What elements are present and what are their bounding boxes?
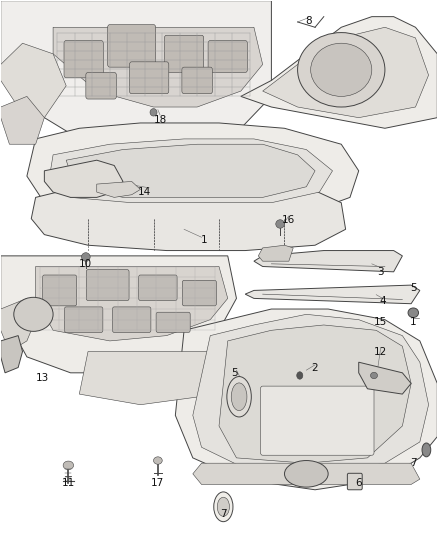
Text: 15: 15 [374,317,387,327]
Polygon shape [35,266,228,341]
Ellipse shape [422,443,431,457]
FancyBboxPatch shape [130,62,169,94]
Text: 5: 5 [410,283,417,293]
FancyBboxPatch shape [347,473,362,490]
Polygon shape [1,43,66,118]
Polygon shape [219,325,411,463]
FancyBboxPatch shape [182,280,216,306]
FancyBboxPatch shape [86,72,117,99]
Polygon shape [254,251,403,272]
Ellipse shape [150,109,157,116]
FancyBboxPatch shape [156,312,190,333]
Ellipse shape [285,461,328,487]
Ellipse shape [217,497,230,516]
Ellipse shape [371,372,378,378]
Text: 7: 7 [410,458,417,468]
Text: 10: 10 [79,259,92,269]
Text: 14: 14 [138,187,152,197]
Text: 16: 16 [282,215,296,225]
Polygon shape [66,144,315,197]
FancyBboxPatch shape [42,275,77,306]
Ellipse shape [276,220,285,228]
Polygon shape [258,245,293,261]
Ellipse shape [63,461,74,470]
FancyBboxPatch shape [108,25,155,67]
Ellipse shape [153,457,162,464]
Text: 4: 4 [379,296,386,306]
Polygon shape [175,309,437,490]
Polygon shape [31,176,346,251]
Polygon shape [263,27,428,118]
Text: 1: 1 [201,235,207,245]
FancyBboxPatch shape [164,35,204,72]
Text: 13: 13 [35,373,49,383]
FancyBboxPatch shape [113,307,151,333]
Ellipse shape [14,297,53,332]
Polygon shape [193,314,428,474]
Polygon shape [79,352,237,405]
Polygon shape [49,139,332,203]
Polygon shape [44,160,123,197]
Polygon shape [193,463,420,484]
FancyBboxPatch shape [86,270,129,301]
Polygon shape [97,181,141,197]
Text: 12: 12 [374,346,387,357]
Polygon shape [1,298,35,352]
Text: 8: 8 [305,16,312,26]
Ellipse shape [227,376,251,417]
FancyBboxPatch shape [261,386,374,455]
Text: 1: 1 [410,317,417,327]
Text: 7: 7 [220,508,227,519]
Polygon shape [53,27,263,107]
Polygon shape [1,1,272,150]
Ellipse shape [214,492,233,522]
Ellipse shape [81,253,90,261]
Text: 18: 18 [153,115,167,125]
Polygon shape [27,123,359,219]
Text: 5: 5 [231,368,237,378]
Text: 6: 6 [355,479,362,488]
FancyBboxPatch shape [208,41,247,72]
Ellipse shape [311,43,372,96]
Text: 3: 3 [377,267,384,277]
Text: 11: 11 [62,479,75,488]
Polygon shape [359,362,411,394]
Polygon shape [1,256,237,373]
Polygon shape [245,285,420,304]
Polygon shape [1,96,44,144]
Ellipse shape [408,308,419,318]
Ellipse shape [297,33,385,107]
FancyBboxPatch shape [64,41,103,78]
FancyBboxPatch shape [64,307,103,333]
Polygon shape [241,17,437,128]
Text: 17: 17 [151,479,165,488]
Ellipse shape [231,383,247,410]
Ellipse shape [297,372,303,379]
FancyBboxPatch shape [139,275,177,301]
FancyBboxPatch shape [182,67,212,94]
Polygon shape [1,336,22,373]
Text: 2: 2 [312,362,318,373]
